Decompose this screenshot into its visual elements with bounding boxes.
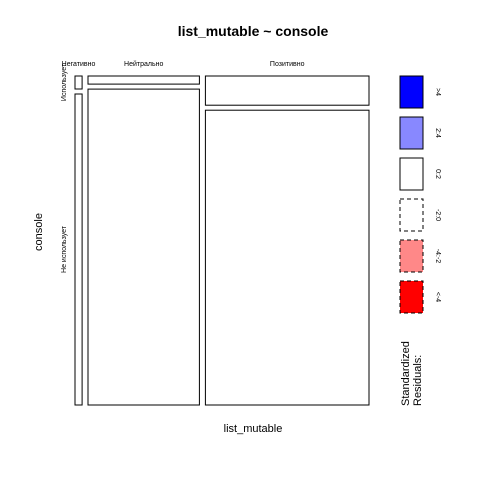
tile-негативно-не-использует xyxy=(74,93,83,406)
row-label-использует: Использует xyxy=(61,63,68,101)
tile-позитивно-не-использует xyxy=(204,109,370,406)
legend-label-3: -2:0 xyxy=(434,209,441,221)
tile-негативно-использует xyxy=(74,75,83,90)
y-axis-label: console xyxy=(33,213,45,251)
legend-swatch-4 xyxy=(399,239,424,273)
tile-нейтрально-использует xyxy=(87,75,200,85)
legend-entries: >4 2:4 0:2 -2:0 -4:-2 <-4 xyxy=(399,75,441,314)
legend-label-4: -4:-2 xyxy=(434,249,441,264)
legend-swatch-3 xyxy=(399,198,424,232)
legend-label-5: <-4 xyxy=(434,292,441,302)
chart-title: list_mutable ~ console xyxy=(178,23,329,39)
legend-swatch-0 xyxy=(399,75,424,109)
legend: >4 2:4 0:2 -2:0 -4:-2 <-4 Standardized Residu… xyxy=(399,75,441,406)
legend-title-line1: Standardized xyxy=(400,341,412,406)
tile-нейтрально-не-использует xyxy=(87,88,200,406)
legend-title-line2: Residuals: xyxy=(412,355,424,406)
legend-label-2: 0:2 xyxy=(434,169,441,179)
x-axis-label: list_mutable xyxy=(224,423,283,435)
legend-swatch-5 xyxy=(399,280,424,314)
legend-swatch-1 xyxy=(399,116,424,150)
tile-позитивно-использует xyxy=(204,75,370,106)
legend-swatch-2 xyxy=(399,157,424,191)
column-labels: Негативно Нейтрально Позитивно xyxy=(62,60,305,68)
column-label-нейтрально: Нейтрально xyxy=(124,60,163,68)
column-label-позитивно: Позитивно xyxy=(270,61,305,68)
row-labels: Использует Не использует xyxy=(61,63,68,273)
mosaic-tiles xyxy=(74,75,370,406)
legend-label-1: 2:4 xyxy=(434,128,441,138)
legend-label-0: >4 xyxy=(434,88,441,96)
row-label-не-использует: Не использует xyxy=(61,225,68,273)
column-label-негативно: Негативно xyxy=(62,61,96,68)
